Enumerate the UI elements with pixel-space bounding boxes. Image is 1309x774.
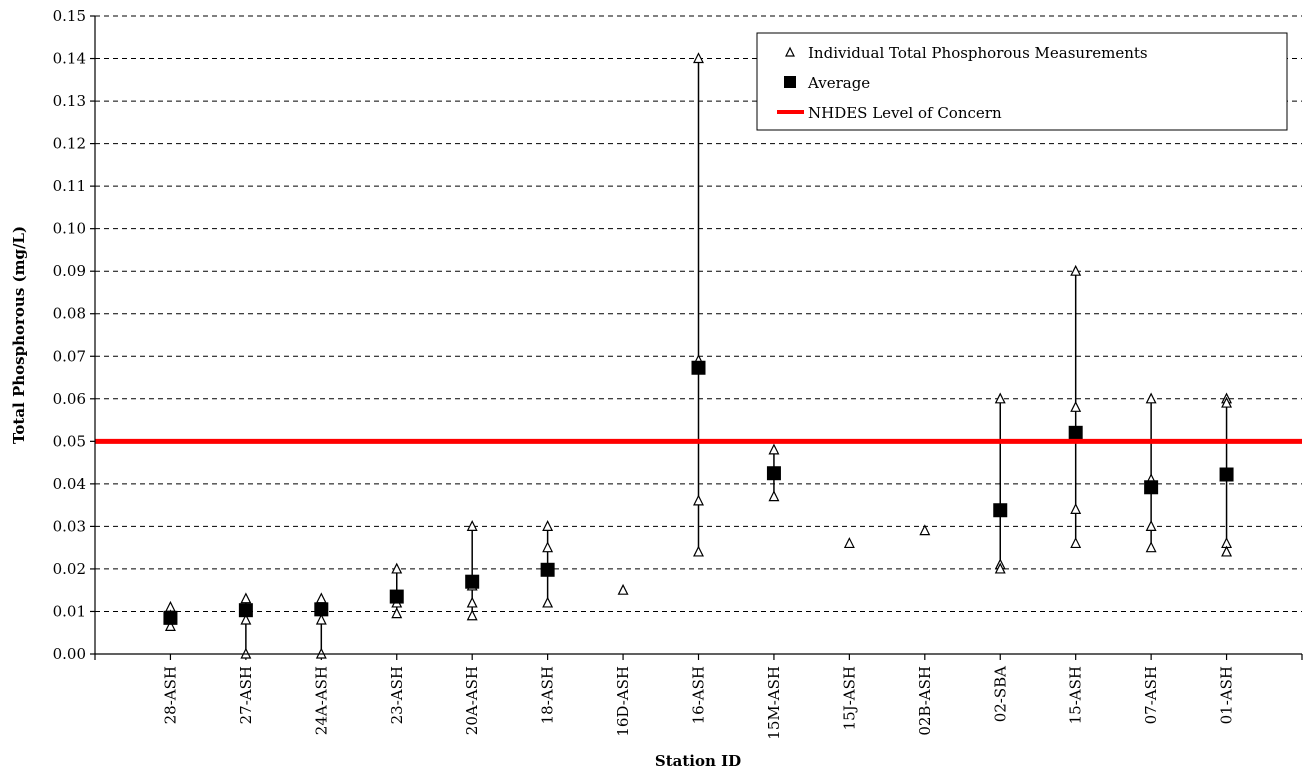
legend-triangle-icon bbox=[785, 46, 795, 57]
measurement-point bbox=[466, 520, 478, 532]
x-tick-label: 01-ASH bbox=[1218, 666, 1236, 724]
measurement-point bbox=[843, 537, 855, 549]
y-tick-label: 0.08 bbox=[53, 305, 86, 323]
x-tick-label: 07-ASH bbox=[1142, 666, 1160, 724]
y-tick-label: 0.07 bbox=[53, 347, 86, 365]
average-marker bbox=[314, 602, 329, 617]
measurement-point bbox=[768, 490, 780, 502]
x-tick-label: 16-ASH bbox=[690, 666, 708, 724]
y-tick-label: 0.13 bbox=[53, 92, 86, 110]
x-tick-label: 16D-ASH bbox=[614, 666, 632, 737]
x-tick-label: 18-ASH bbox=[539, 666, 557, 724]
x-tick-label: 23-ASH bbox=[388, 666, 406, 724]
axes bbox=[94, 16, 1302, 655]
measurement-point bbox=[693, 494, 704, 506]
y-tick-label: 0.01 bbox=[53, 602, 86, 620]
measurement-point bbox=[994, 392, 1006, 404]
measurement-point bbox=[315, 613, 327, 625]
measurement-point bbox=[466, 596, 478, 608]
legend-square-icon bbox=[784, 76, 796, 88]
y-tick-label: 0.00 bbox=[53, 645, 86, 663]
measurement-point bbox=[1070, 400, 1082, 412]
measurement-point bbox=[240, 592, 252, 604]
legend: Individual Total Phosphorous Measurement… bbox=[756, 32, 1288, 131]
average-marker bbox=[766, 466, 781, 481]
measurement-point bbox=[542, 541, 554, 553]
y-tick-label: 0.11 bbox=[53, 177, 86, 195]
y-tick-label: 0.15 bbox=[53, 7, 86, 25]
measurement-point bbox=[919, 524, 931, 536]
average-marker bbox=[163, 610, 178, 625]
average-marker bbox=[1144, 480, 1159, 495]
measurement-point bbox=[768, 443, 780, 455]
measurement-point bbox=[542, 596, 554, 608]
x-tick-label: 02B-ASH bbox=[916, 666, 934, 736]
x-tick-label: 15M-ASH bbox=[765, 666, 783, 740]
y-tick-label: 0.14 bbox=[53, 50, 86, 68]
legend-box bbox=[756, 32, 1288, 131]
legend-label-average: Average bbox=[807, 74, 870, 92]
y-tick-label: 0.05 bbox=[53, 432, 86, 450]
y-tick-label: 0.12 bbox=[53, 135, 86, 153]
y-tick-label: 0.04 bbox=[53, 475, 86, 493]
average-marker bbox=[1068, 425, 1083, 440]
average-marker bbox=[691, 360, 706, 375]
legend-label-level-of-concern: NHDES Level of Concern bbox=[808, 104, 1002, 122]
x-tick-label: 20A-ASH bbox=[463, 666, 481, 735]
average-markers bbox=[163, 360, 1234, 625]
y-axis-ticks: 0.00 0.01 0.02 0.03 0.04 0.05 0.06 0.07 0.08 0.09… bbox=[53, 7, 95, 663]
x-tick-label: 15J-ASH bbox=[840, 666, 858, 730]
average-marker bbox=[993, 503, 1008, 518]
measurement-point bbox=[693, 52, 704, 64]
x-axis-title: Station ID bbox=[655, 752, 741, 770]
measurement-point bbox=[1221, 545, 1233, 557]
measurement-point bbox=[542, 520, 554, 532]
x-tick-label: 28-ASH bbox=[161, 666, 179, 724]
measurement-point bbox=[693, 545, 704, 557]
legend-label-measurements: Individual Total Phosphorous Measurement… bbox=[808, 44, 1148, 62]
measurement-point bbox=[1145, 541, 1157, 553]
measurement-point bbox=[1145, 392, 1157, 404]
x-tick-label: 02-SBA bbox=[991, 666, 1009, 722]
y-tick-label: 0.10 bbox=[53, 220, 86, 238]
measurement-point bbox=[164, 620, 176, 631]
y-tick-label: 0.03 bbox=[53, 517, 86, 535]
average-marker bbox=[540, 562, 555, 577]
average-marker bbox=[1219, 467, 1234, 482]
y-tick-label: 0.06 bbox=[53, 390, 86, 408]
x-tick-label: 15-ASH bbox=[1067, 666, 1085, 724]
measurement-point bbox=[315, 592, 327, 604]
measurement-point bbox=[240, 613, 252, 625]
average-marker bbox=[389, 589, 404, 604]
average-marker bbox=[238, 603, 253, 618]
measurement-point bbox=[1145, 520, 1157, 532]
measurement-point bbox=[1070, 537, 1082, 549]
measurement-points bbox=[164, 52, 1233, 659]
average-marker bbox=[465, 574, 480, 589]
x-axis-ticks: 28-ASH 27-ASH 24A-ASH 23-ASH 20A-ASH 18-ASH 16… bbox=[94, 654, 1303, 740]
y-tick-label: 0.02 bbox=[53, 560, 86, 578]
y-axis-title: Total Phosphorous (mg/L) bbox=[10, 226, 28, 444]
measurement-point bbox=[1070, 503, 1082, 514]
measurement-point bbox=[391, 562, 403, 574]
y-tick-label: 0.09 bbox=[53, 262, 86, 280]
measurement-point bbox=[617, 583, 629, 595]
measurement-point bbox=[994, 562, 1006, 574]
measurement-point bbox=[1070, 264, 1082, 276]
measurement-point bbox=[466, 609, 478, 621]
measurement-point bbox=[391, 607, 403, 619]
x-tick-label: 24A-ASH bbox=[312, 666, 330, 735]
measurement-point bbox=[1221, 396, 1233, 408]
x-tick-label: 27-ASH bbox=[237, 666, 255, 724]
